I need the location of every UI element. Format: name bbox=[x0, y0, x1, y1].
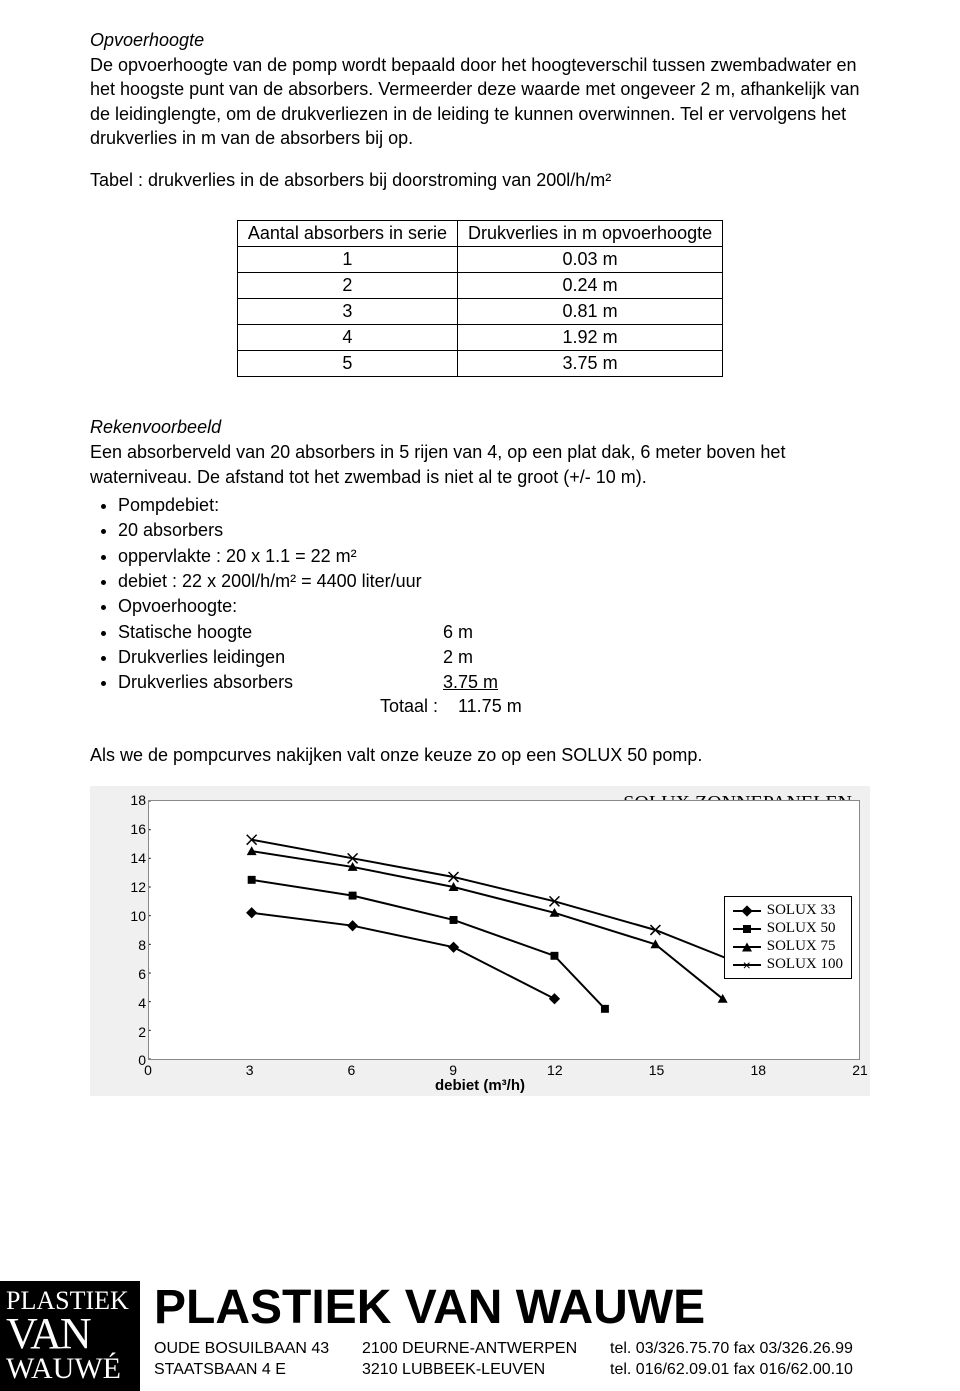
total-row: Totaal : 11.75 m bbox=[90, 696, 870, 717]
logo-line: WAUWÉ bbox=[6, 1355, 134, 1384]
paragraph-1: De opvoerhoogte van de pomp wordt bepaal… bbox=[90, 53, 870, 150]
xtick: 0 bbox=[144, 1062, 152, 1078]
cell: 1 bbox=[237, 247, 457, 273]
triangle-marker-icon bbox=[733, 946, 761, 948]
list-item: debiet : 22 x 200l/h/m² = 4400 liter/uur bbox=[118, 569, 870, 593]
rekenvoorbeeld-title: Rekenvoorbeeld bbox=[90, 417, 870, 438]
addr-tel: tel. 016/62.09.01 fax 016/62.00.10 bbox=[610, 1360, 853, 1381]
pump-curves-chart: opvoerhoogte (m) debiet (m³/h) SOLUX ZON… bbox=[90, 786, 870, 1096]
addr-street: OUDE BOSUILBAAN 43 bbox=[154, 1339, 344, 1360]
cell: 0.03 m bbox=[457, 247, 722, 273]
ytick: 14 bbox=[128, 850, 146, 866]
cell: 0.81 m bbox=[457, 299, 722, 325]
ytick: 18 bbox=[128, 792, 146, 808]
ytick: 2 bbox=[128, 1024, 146, 1040]
legend-label: SOLUX 33 bbox=[767, 902, 836, 919]
cell: 3 bbox=[237, 299, 457, 325]
footer-text: PLASTIEK VAN WAUWE OUDE BOSUILBAAN 43 21… bbox=[154, 1280, 960, 1391]
logo-line: VAN bbox=[6, 1313, 134, 1355]
drukverlies-table: Aantal absorbers in serie Drukverlies in… bbox=[237, 220, 723, 377]
company-logo: PLASTIEK VAN WAUWÉ bbox=[0, 1281, 140, 1391]
cell: 5 bbox=[237, 351, 457, 377]
table-row: 30.81 m bbox=[237, 299, 722, 325]
cell: 3.75 m bbox=[457, 351, 722, 377]
addr-street: STAATSBAAN 4 E bbox=[154, 1360, 344, 1381]
x-marker-icon bbox=[733, 964, 761, 966]
square-marker-icon bbox=[733, 928, 761, 930]
cell: 0.24 m bbox=[457, 273, 722, 299]
ytick: 4 bbox=[128, 995, 146, 1011]
xtick: 18 bbox=[750, 1062, 766, 1078]
page-footer: PLASTIEK VAN WAUWÉ PLASTIEK VAN WAUWE OU… bbox=[0, 1271, 960, 1391]
ytick: 8 bbox=[128, 937, 146, 953]
chart-xlabel: debiet (m³/h) bbox=[435, 1077, 525, 1094]
company-name: PLASTIEK VAN WAUWE bbox=[154, 1280, 960, 1335]
total-value: 11.75 m bbox=[458, 696, 522, 717]
legend-label: SOLUX 75 bbox=[767, 938, 836, 955]
table-row: 41.92 m bbox=[237, 325, 722, 351]
list-item: 20 absorbers bbox=[118, 518, 870, 542]
chart-legend: SOLUX 33 SOLUX 50 SOLUX 75 SOLUX 100 bbox=[724, 896, 852, 979]
addr-city: 2100 DEURNE-ANTWERPEN bbox=[362, 1339, 592, 1360]
ytick: 10 bbox=[128, 908, 146, 924]
paragraph-2: Tabel : drukverlies in de absorbers bij … bbox=[90, 168, 870, 192]
table-row: 10.03 m bbox=[237, 247, 722, 273]
xtick: 3 bbox=[246, 1062, 254, 1078]
list-item: Drukverlies absorbers3.75 m bbox=[118, 670, 870, 694]
company-address: OUDE BOSUILBAAN 43 2100 DEURNE-ANTWERPEN… bbox=[154, 1339, 960, 1381]
xtick: 15 bbox=[649, 1062, 665, 1078]
conclusion: Als we de pompcurves nakijken valt onze … bbox=[90, 745, 870, 766]
th-drukverlies: Drukverlies in m opvoerhoogte bbox=[457, 221, 722, 247]
ytick: 6 bbox=[128, 966, 146, 982]
table-row: 53.75 m bbox=[237, 351, 722, 377]
legend-item: SOLUX 100 bbox=[733, 956, 843, 973]
th-aantal: Aantal absorbers in serie bbox=[237, 221, 457, 247]
xtick: 9 bbox=[449, 1062, 457, 1078]
list-item: Pompdebiet: bbox=[118, 493, 870, 517]
rekenvoorbeeld-intro: Een absorberveld van 20 absorbers in 5 r… bbox=[90, 440, 870, 489]
legend-item: SOLUX 33 bbox=[733, 902, 843, 919]
xtick: 6 bbox=[348, 1062, 356, 1078]
cell: 4 bbox=[237, 325, 457, 351]
ytick: 12 bbox=[128, 879, 146, 895]
list-item: Statische hoogte6 m bbox=[118, 620, 870, 644]
legend-label: SOLUX 50 bbox=[767, 920, 836, 937]
addr-tel: tel. 03/326.75.70 fax 03/326.26.99 bbox=[610, 1339, 853, 1360]
diamond-marker-icon bbox=[733, 910, 761, 912]
legend-label: SOLUX 100 bbox=[767, 956, 843, 973]
xtick: 12 bbox=[547, 1062, 563, 1078]
legend-item: SOLUX 75 bbox=[733, 938, 843, 955]
cell: 1.92 m bbox=[457, 325, 722, 351]
table-header-row: Aantal absorbers in serie Drukverlies in… bbox=[237, 221, 722, 247]
table-row: 20.24 m bbox=[237, 273, 722, 299]
cell: 2 bbox=[237, 273, 457, 299]
addr-city: 3210 LUBBEEK-LEUVEN bbox=[362, 1360, 592, 1381]
ytick: 16 bbox=[128, 821, 146, 837]
list-item: Opvoerhoogte: bbox=[118, 594, 870, 618]
list-item: oppervlakte : 20 x 1.1 = 22 m² bbox=[118, 544, 870, 568]
list-item: Drukverlies leidingen2 m bbox=[118, 645, 870, 669]
section-title-opvoerhoogte: Opvoerhoogte bbox=[90, 30, 870, 51]
bullet-list: Pompdebiet:20 absorbersoppervlakte : 20 … bbox=[90, 493, 870, 694]
xtick: 21 bbox=[852, 1062, 868, 1078]
total-label: Totaal : bbox=[90, 696, 458, 717]
legend-item: SOLUX 50 bbox=[733, 920, 843, 937]
